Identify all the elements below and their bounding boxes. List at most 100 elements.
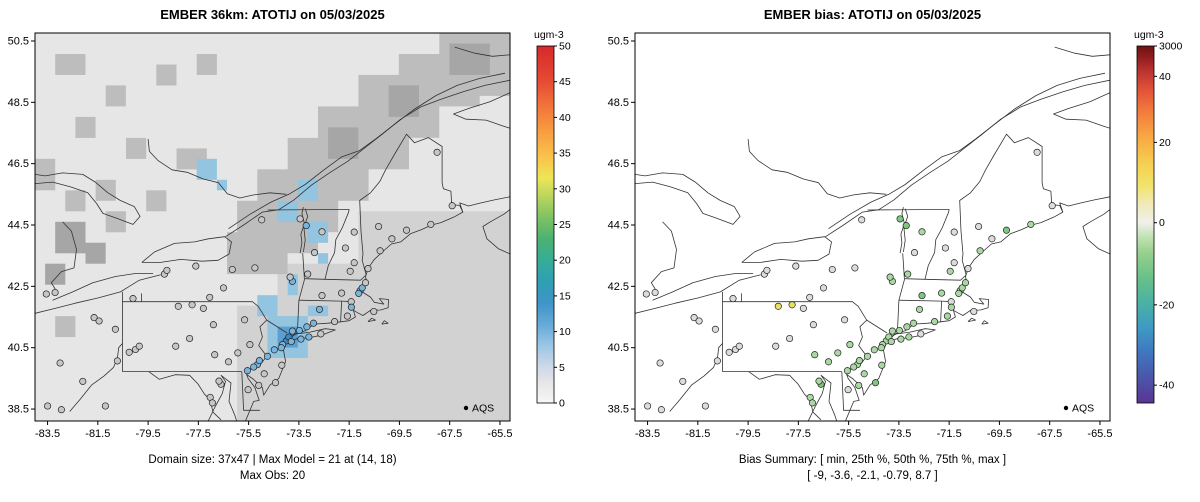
station-point bbox=[855, 381, 863, 389]
raster-cell bbox=[85, 242, 106, 264]
station-point bbox=[255, 381, 263, 389]
basemap-line bbox=[35, 274, 161, 314]
station-point bbox=[657, 406, 665, 414]
station-point bbox=[946, 267, 954, 275]
station-point bbox=[903, 323, 911, 331]
colorbar-tick-label: 0 bbox=[1159, 217, 1165, 229]
raster-cell bbox=[358, 211, 510, 275]
station-point bbox=[125, 348, 133, 356]
station-point bbox=[346, 267, 354, 275]
station-point bbox=[824, 358, 833, 366]
basemap-line bbox=[747, 139, 887, 199]
station-point bbox=[651, 288, 659, 297]
colorbar bbox=[1136, 45, 1155, 404]
y-axis-tick-label: 42.5 bbox=[8, 281, 29, 293]
basemap-line bbox=[298, 278, 306, 301]
station-point bbox=[896, 215, 904, 223]
station-point bbox=[350, 259, 358, 267]
station-point bbox=[56, 359, 64, 367]
station-point bbox=[303, 323, 311, 331]
station-point bbox=[338, 289, 346, 297]
raster-cell bbox=[297, 179, 318, 201]
station-point bbox=[304, 270, 312, 278]
station-point bbox=[376, 247, 384, 255]
colorbar-tick-label: 0 bbox=[559, 398, 565, 410]
x-axis-tick-label: -69.5 bbox=[987, 428, 1012, 440]
basemap-line bbox=[886, 196, 1110, 342]
basemap-line bbox=[899, 207, 905, 254]
station-point bbox=[288, 327, 296, 335]
y-axis-tick-label: 38.5 bbox=[8, 404, 29, 416]
y-axis-tick-label: 44.5 bbox=[608, 220, 629, 232]
basemap-line bbox=[241, 371, 260, 411]
model-panel: EMBER 36km: ATOTIJ on 05/03/2025 -83.5 -8… bbox=[8, 7, 571, 482]
station-point bbox=[51, 288, 59, 297]
station-point bbox=[1048, 202, 1056, 210]
station-point bbox=[735, 342, 743, 350]
station-point bbox=[278, 361, 286, 369]
colorbar-tick-label: 20 bbox=[1159, 137, 1171, 149]
colorbar-unit-label: ugm-3 bbox=[1134, 29, 1164, 41]
colorbar-tick-label: 50 bbox=[559, 41, 571, 53]
station-point bbox=[44, 402, 52, 410]
station-point bbox=[241, 316, 249, 324]
bias-map-plot: -83.5 -81.5 -79.5 -77.5 -75.5 -73.5 -71.5 -69.5… bbox=[608, 29, 1183, 440]
basemap-line bbox=[635, 172, 741, 225]
station-point bbox=[988, 235, 996, 243]
station-point bbox=[295, 326, 303, 335]
model-map-plot: -83.5 -81.5 -79.5 -77.5 -75.5 -73.5 -71.5 -69.5… bbox=[8, 29, 571, 440]
station-point bbox=[841, 316, 849, 324]
station-point bbox=[644, 402, 652, 410]
station-point bbox=[350, 228, 358, 236]
basemap-line bbox=[302, 253, 305, 279]
basemap-line bbox=[841, 371, 860, 411]
basemap-line bbox=[1082, 208, 1110, 255]
station-point bbox=[318, 228, 326, 236]
station-point bbox=[111, 325, 119, 333]
station-point bbox=[250, 363, 258, 371]
station-point bbox=[297, 335, 305, 343]
station-point bbox=[931, 318, 939, 326]
station-point bbox=[174, 302, 182, 310]
station-point bbox=[388, 235, 396, 243]
station-point bbox=[318, 292, 326, 300]
colorbar-tick-label: 3000 bbox=[1159, 41, 1183, 53]
y-axis-tick-label: 50.5 bbox=[608, 35, 629, 47]
station-point bbox=[211, 351, 219, 359]
basemap-line bbox=[808, 374, 837, 421]
basemap-line bbox=[50, 221, 77, 292]
station-point bbox=[808, 399, 816, 407]
station-point bbox=[915, 305, 924, 313]
station-point bbox=[370, 307, 378, 316]
station-point bbox=[1027, 220, 1035, 228]
station-point bbox=[695, 317, 703, 325]
basemap-line bbox=[148, 371, 222, 421]
station-point bbox=[888, 327, 896, 335]
raster-cell bbox=[45, 263, 66, 285]
station-point bbox=[970, 307, 978, 316]
plot-border bbox=[634, 32, 1111, 422]
station-point bbox=[905, 333, 913, 341]
station-point bbox=[135, 342, 143, 350]
station-point bbox=[208, 399, 216, 407]
raster-cell bbox=[55, 316, 76, 338]
x-axis-tick-label: -71.5 bbox=[937, 428, 962, 440]
station-point bbox=[941, 244, 949, 252]
colorbar bbox=[536, 45, 555, 404]
station-point bbox=[260, 370, 268, 378]
station-point bbox=[355, 289, 363, 297]
station-point bbox=[815, 377, 823, 385]
station-point bbox=[206, 293, 214, 301]
bias-caption-summary-header: Bias Summary: [ min, 25th %, 50th %, 75t… bbox=[738, 454, 1007, 466]
station-point bbox=[656, 359, 664, 367]
station-point bbox=[850, 363, 858, 371]
station-point bbox=[975, 222, 983, 231]
station-point bbox=[258, 216, 266, 224]
colorbar-tick-label: 45 bbox=[559, 76, 571, 88]
station-point bbox=[296, 215, 304, 223]
station-point bbox=[895, 326, 903, 335]
station-point bbox=[331, 318, 339, 326]
plot-border bbox=[34, 32, 511, 422]
y-axis-tick-label: 46.5 bbox=[608, 158, 629, 170]
station-point bbox=[806, 293, 814, 301]
